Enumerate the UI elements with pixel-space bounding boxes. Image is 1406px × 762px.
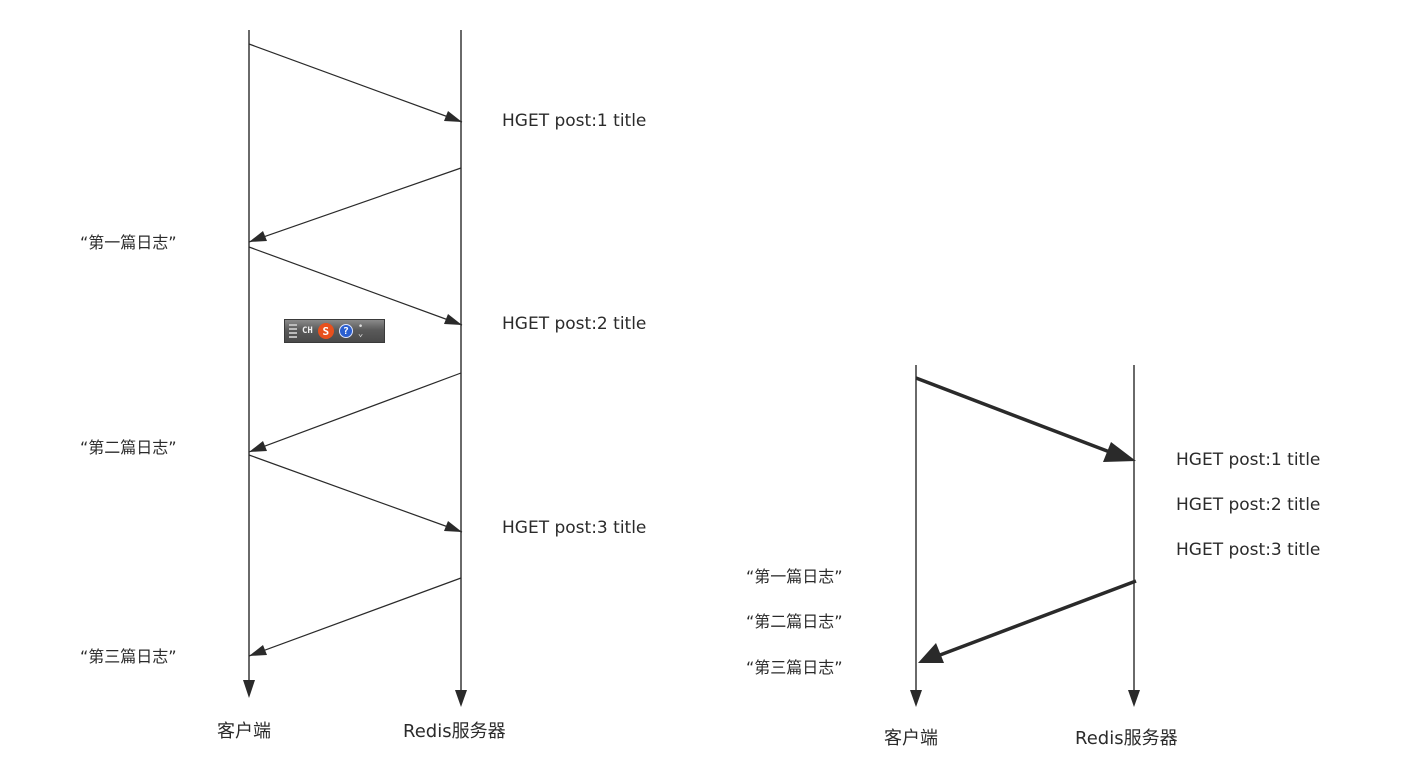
client-axis-label: 客户端 <box>217 721 271 742</box>
request-label-3: HGET post:3 title <box>502 518 646 538</box>
server-timeline-arrowhead <box>1128 690 1140 707</box>
client-axis-label: 客户端 <box>884 728 938 749</box>
ime-mode-toggle[interactable]: CH <box>302 326 313 336</box>
client-timeline-arrowhead <box>243 680 255 698</box>
server-timeline-arrowhead <box>455 690 467 707</box>
request-label-2: HGET post:2 title <box>1176 495 1320 515</box>
server-axis-label: Redis服务器 <box>403 721 506 742</box>
pipeline-response-arrow <box>939 579 1137 657</box>
response-label-2: “第二篇日志” <box>746 612 843 631</box>
response-arrowhead-2 <box>249 441 267 452</box>
left-diagram: HGET post:1 title HGET post:2 title HGET… <box>80 30 646 742</box>
response-arrow-2 <box>248 372 462 453</box>
client-timeline-arrowhead <box>910 690 922 707</box>
pipeline-response-arrowhead <box>918 643 944 663</box>
response-arrow-3 <box>248 577 462 657</box>
request-label-1: HGET post:1 title <box>502 111 646 131</box>
request-label-1: HGET post:1 title <box>1176 450 1320 470</box>
response-label-2: “第二篇日志” <box>80 438 177 457</box>
response-arrowhead-3 <box>249 645 267 656</box>
request-label-2: HGET post:2 title <box>502 314 646 334</box>
chevron-menu-icon[interactable]: • ⌄ <box>357 322 364 339</box>
drag-handle-icon[interactable] <box>289 324 297 338</box>
request-arrow-1 <box>248 43 463 123</box>
right-diagram: HGET post:1 title HGET post:2 title HGET… <box>746 365 1320 749</box>
request-arrowhead-2 <box>444 314 462 325</box>
pipeline-request-arrowhead <box>1103 442 1136 462</box>
request-arrowhead-1 <box>444 111 462 122</box>
pipeline-request-arrow <box>915 376 1116 456</box>
request-arrow-2 <box>248 246 463 326</box>
response-arrowhead-1 <box>249 231 267 242</box>
help-icon[interactable]: ? <box>338 324 353 338</box>
response-label-3: “第三篇日志” <box>746 658 843 677</box>
sogou-logo-icon[interactable]: S <box>317 323 334 339</box>
request-arrowhead-3 <box>444 521 462 532</box>
response-label-1: “第一篇日志” <box>80 233 177 252</box>
response-label-3: “第三篇日志” <box>80 647 177 666</box>
server-axis-label: Redis服务器 <box>1075 728 1178 749</box>
request-arrow-3 <box>248 454 463 533</box>
ime-toolbar[interactable]: CH S ? • ⌄ <box>284 319 385 343</box>
response-arrow-1 <box>248 167 462 243</box>
request-label-3: HGET post:3 title <box>1176 540 1320 560</box>
response-label-1: “第一篇日志” <box>746 567 843 586</box>
